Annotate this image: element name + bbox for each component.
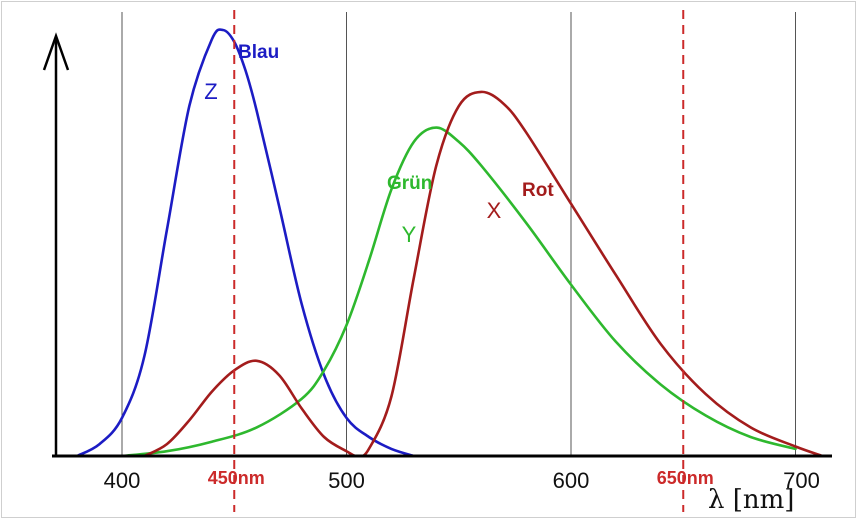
series-name-label: Rot <box>522 180 554 201</box>
series-letter-label: X <box>487 198 502 223</box>
x-tick-label: 700 <box>783 468 820 493</box>
x-tick-label: 600 <box>553 468 590 493</box>
x-tick-label: 500 <box>328 468 365 493</box>
x-tick-label: 400 <box>104 468 141 493</box>
y-axis-arrowhead <box>42 32 70 71</box>
wavelength-markers: 450nm 650nm <box>208 10 714 512</box>
marker-label-450: 450nm <box>208 468 265 488</box>
series-labels: Blau Z Grün Y Rot X <box>204 42 554 247</box>
series-letter-label: Y <box>402 222 417 247</box>
marker-label-650: 650nm <box>657 468 714 488</box>
series-line-2 <box>143 90 824 458</box>
series-letter-label: Z <box>204 79 217 104</box>
series-name-label: Grün <box>387 173 432 194</box>
axes <box>42 32 832 458</box>
series-line-0 <box>75 28 416 458</box>
series-line-1 <box>120 126 797 458</box>
series-name-label: Blau <box>238 42 279 63</box>
gridlines <box>121 12 796 456</box>
x-tick-labels: 400 500 600 700 <box>104 468 820 493</box>
x-axis-label: λ [nm] <box>708 485 794 515</box>
curves <box>75 28 824 458</box>
